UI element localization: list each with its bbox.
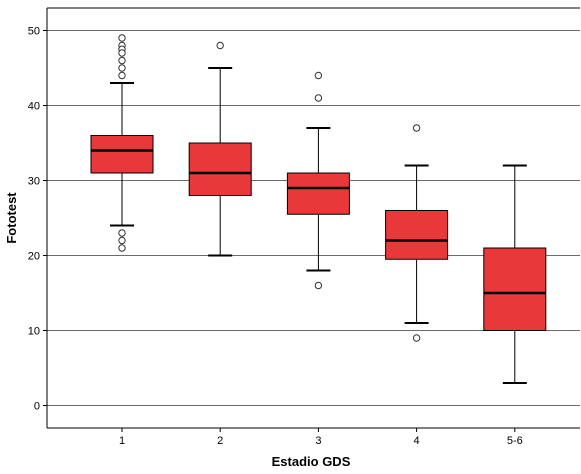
outlier-point xyxy=(314,71,323,80)
outlier-point xyxy=(314,281,323,290)
y-tick-label: 10 xyxy=(28,326,40,338)
y-tick-label: 30 xyxy=(28,176,40,188)
outlier-point xyxy=(118,71,126,80)
x-tick-label: 1 xyxy=(119,435,125,447)
outlier-point xyxy=(118,49,126,57)
outlier-point xyxy=(118,64,126,72)
box-group-2 xyxy=(188,41,252,257)
x-tick-label: 4 xyxy=(414,435,420,447)
box-group-5-6 xyxy=(483,164,547,384)
x-tick-labels: 1 2 3 4 5-6 xyxy=(119,435,523,447)
gridlines xyxy=(47,30,580,406)
outlier-point xyxy=(118,56,126,65)
box-group-3 xyxy=(286,71,350,290)
box-iqr xyxy=(188,142,252,196)
x-tick-label: 5-6 xyxy=(507,435,523,447)
y-tick-label: 40 xyxy=(28,101,40,113)
outlier-point xyxy=(412,124,421,132)
box-iqr xyxy=(90,135,154,174)
x-tick-label: 3 xyxy=(315,435,321,447)
outlier-point xyxy=(412,334,421,342)
x-axis-title: Estadio GDS xyxy=(272,454,351,469)
outlier-point xyxy=(118,236,126,245)
y-axis-title: Fototest xyxy=(4,192,19,244)
y-tick-label: 50 xyxy=(28,26,40,38)
outlier-point xyxy=(216,41,224,50)
outlier-point xyxy=(118,229,126,237)
outlier-point xyxy=(118,34,126,42)
box-iqr xyxy=(385,210,449,260)
box-iqr xyxy=(286,172,350,215)
box-group-4 xyxy=(385,124,449,342)
box-group-1 xyxy=(90,34,154,252)
x-tick-label: 2 xyxy=(217,435,223,447)
axes xyxy=(43,7,580,432)
outlier-point xyxy=(314,94,323,102)
boxes xyxy=(90,34,547,384)
y-tick-label: 20 xyxy=(28,251,40,263)
y-tick-labels: 0 10 20 30 40 50 xyxy=(28,26,40,413)
y-tick-label: 0 xyxy=(34,401,40,413)
outlier-point xyxy=(118,244,126,252)
box-iqr xyxy=(483,247,547,331)
